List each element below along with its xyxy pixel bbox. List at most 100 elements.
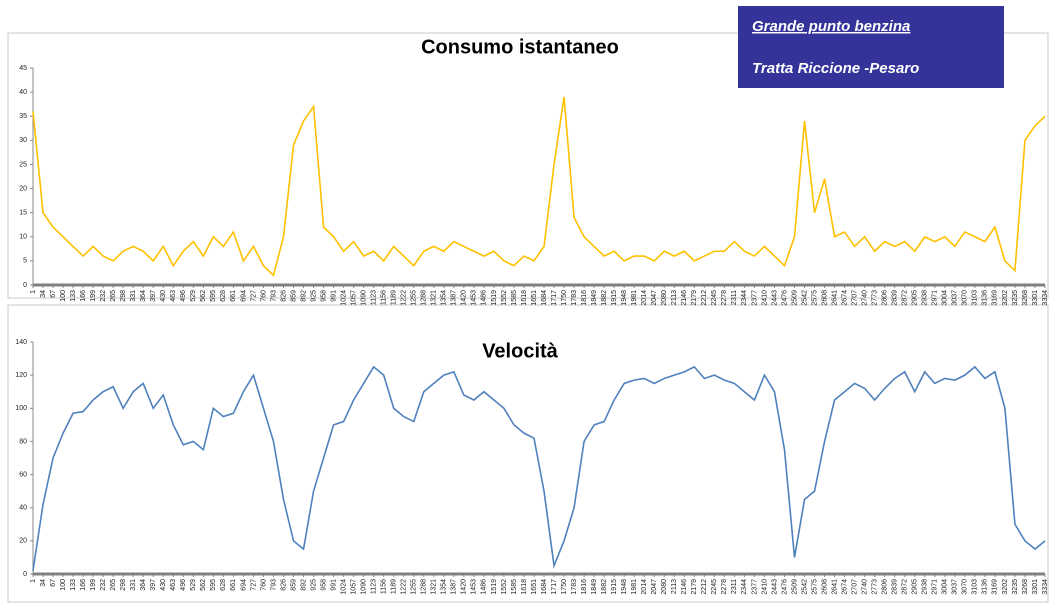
- x-tick-label: 265: [110, 290, 117, 302]
- x-tick-label: 529: [190, 579, 197, 591]
- x-tick-label: 991: [330, 579, 337, 591]
- x-tick-label: 2773: [872, 290, 879, 306]
- x-tick-label: 3301: [1032, 290, 1039, 306]
- x-tick-label: 2740: [861, 290, 868, 306]
- x-tick-label: 2146: [681, 579, 688, 595]
- x-tick-label: 2674: [841, 290, 848, 306]
- x-tick-label: 1618: [521, 579, 528, 595]
- x-tick-label: 496: [180, 579, 187, 591]
- x-tick-label: 1849: [591, 290, 598, 306]
- x-tick-label: 529: [190, 290, 197, 302]
- y-tick-label: 10: [19, 234, 27, 241]
- x-tick-label: 1552: [501, 290, 508, 306]
- y-tick-label: 30: [19, 137, 27, 144]
- x-tick-label: 3004: [942, 290, 949, 306]
- x-tick-label: 2839: [892, 290, 899, 306]
- x-tick-label: 2278: [721, 290, 728, 306]
- data-line: [32, 96, 1046, 277]
- x-tick-label: 1816: [581, 290, 588, 306]
- x-tick-label: 1552: [501, 579, 508, 595]
- x-tick-label: 3169: [992, 290, 999, 306]
- x-tick-label: 1123: [371, 579, 378, 594]
- x-tick-label: 1519: [491, 579, 498, 595]
- x-tick-label: 1915: [611, 290, 618, 306]
- x-tick-label: 463: [170, 290, 177, 302]
- x-tick-label: 3268: [1022, 579, 1029, 595]
- y-tick-label: 140: [15, 339, 27, 346]
- x-tick-label: 1717: [551, 290, 558, 306]
- x-tick-label: 1156: [381, 579, 388, 594]
- x-tick-label: 958: [320, 290, 327, 302]
- x-tick-label: 793: [270, 579, 277, 591]
- y-tick-label: 20: [19, 185, 27, 192]
- x-tick-label: 1618: [521, 290, 528, 306]
- x-tick-label: 1684: [541, 290, 548, 306]
- y-tick-label: 80: [19, 438, 27, 445]
- x-tick-label: 1354: [441, 579, 448, 595]
- x-tick-label: 1882: [601, 579, 608, 595]
- x-tick-label: 2773: [872, 579, 879, 595]
- x-tick-label: 991: [330, 290, 337, 302]
- x-tick-label: 2443: [771, 290, 778, 306]
- x-tick-label: 3070: [962, 290, 969, 306]
- x-tick-label: 1123: [371, 290, 378, 305]
- x-tick-label: 2212: [701, 579, 708, 595]
- x-tick-label: 3037: [952, 579, 959, 595]
- x-tick-label: 2311: [731, 290, 738, 305]
- x-tick-label: 2179: [691, 290, 698, 306]
- x-tick-label: 2905: [912, 290, 919, 306]
- x-tick-label: 2806: [882, 579, 889, 595]
- x-tick-label: 364: [140, 290, 147, 302]
- x-tick-label: 727: [250, 290, 257, 302]
- y-tick-label: 100: [15, 405, 27, 412]
- x-tick-label: 3202: [1002, 290, 1009, 306]
- x-tick-label: 331: [130, 579, 137, 591]
- x-tick-label: 3103: [972, 579, 979, 595]
- x-tick-label: 1090: [360, 290, 367, 306]
- x-tick-label: 1453: [471, 290, 478, 306]
- x-tick-label: 1651: [531, 290, 538, 306]
- x-tick-label: 892: [300, 579, 307, 591]
- x-tick-label: 2938: [922, 579, 929, 595]
- x-tick-label: 232: [100, 579, 107, 591]
- x-tick-label: 2872: [902, 290, 909, 306]
- x-tick-label: 1420: [461, 290, 468, 306]
- x-tick-label: 2410: [761, 290, 768, 306]
- x-tick-label: 1024: [340, 290, 347, 306]
- x-tick-label: 3235: [1012, 579, 1019, 595]
- x-tick-label: 2641: [831, 290, 838, 306]
- x-tick-label: 3301: [1032, 579, 1039, 595]
- x-tick-label: 1255: [411, 290, 418, 306]
- x-tick-label: 859: [290, 579, 297, 591]
- x-tick-label: 2179: [691, 579, 698, 595]
- x-tick-label: 100: [60, 579, 67, 591]
- text-box-line: Grande punto benzina: [752, 18, 910, 35]
- x-tick-label: 2509: [791, 290, 798, 306]
- x-tick-label: 1255: [411, 579, 418, 595]
- x-tick-label: 496: [180, 290, 187, 302]
- x-tick-label: 1156: [381, 290, 388, 305]
- x-tick-label: 1585: [511, 579, 518, 595]
- x-tick-label: 2542: [801, 290, 808, 306]
- x-tick-label: 2905: [912, 579, 919, 595]
- x-tick-label: 199: [90, 290, 97, 302]
- x-tick-label: 2608: [821, 579, 828, 595]
- x-tick-label: 1981: [631, 579, 638, 595]
- x-tick-label: 1420: [461, 579, 468, 595]
- x-tick-label: 2575: [811, 290, 818, 306]
- x-tick-label: 2410: [761, 579, 768, 595]
- x-tick-label: 1651: [531, 579, 538, 595]
- x-tick-label: 1090: [360, 579, 367, 595]
- x-tick-label: 2245: [711, 579, 718, 595]
- x-tick-label: 2113: [671, 579, 678, 594]
- x-tick-label: 1849: [591, 579, 598, 595]
- x-tick-label: 826: [280, 290, 287, 302]
- x-tick-label: 34: [40, 579, 47, 587]
- x-tick-label: 1750: [561, 579, 568, 595]
- y-tick-label: 5: [23, 258, 27, 265]
- x-tick-label: 1354: [441, 290, 448, 306]
- x-tick-label: 3268: [1022, 290, 1029, 306]
- x-tick-label: 1: [30, 579, 37, 583]
- x-tick-label: 1585: [511, 290, 518, 306]
